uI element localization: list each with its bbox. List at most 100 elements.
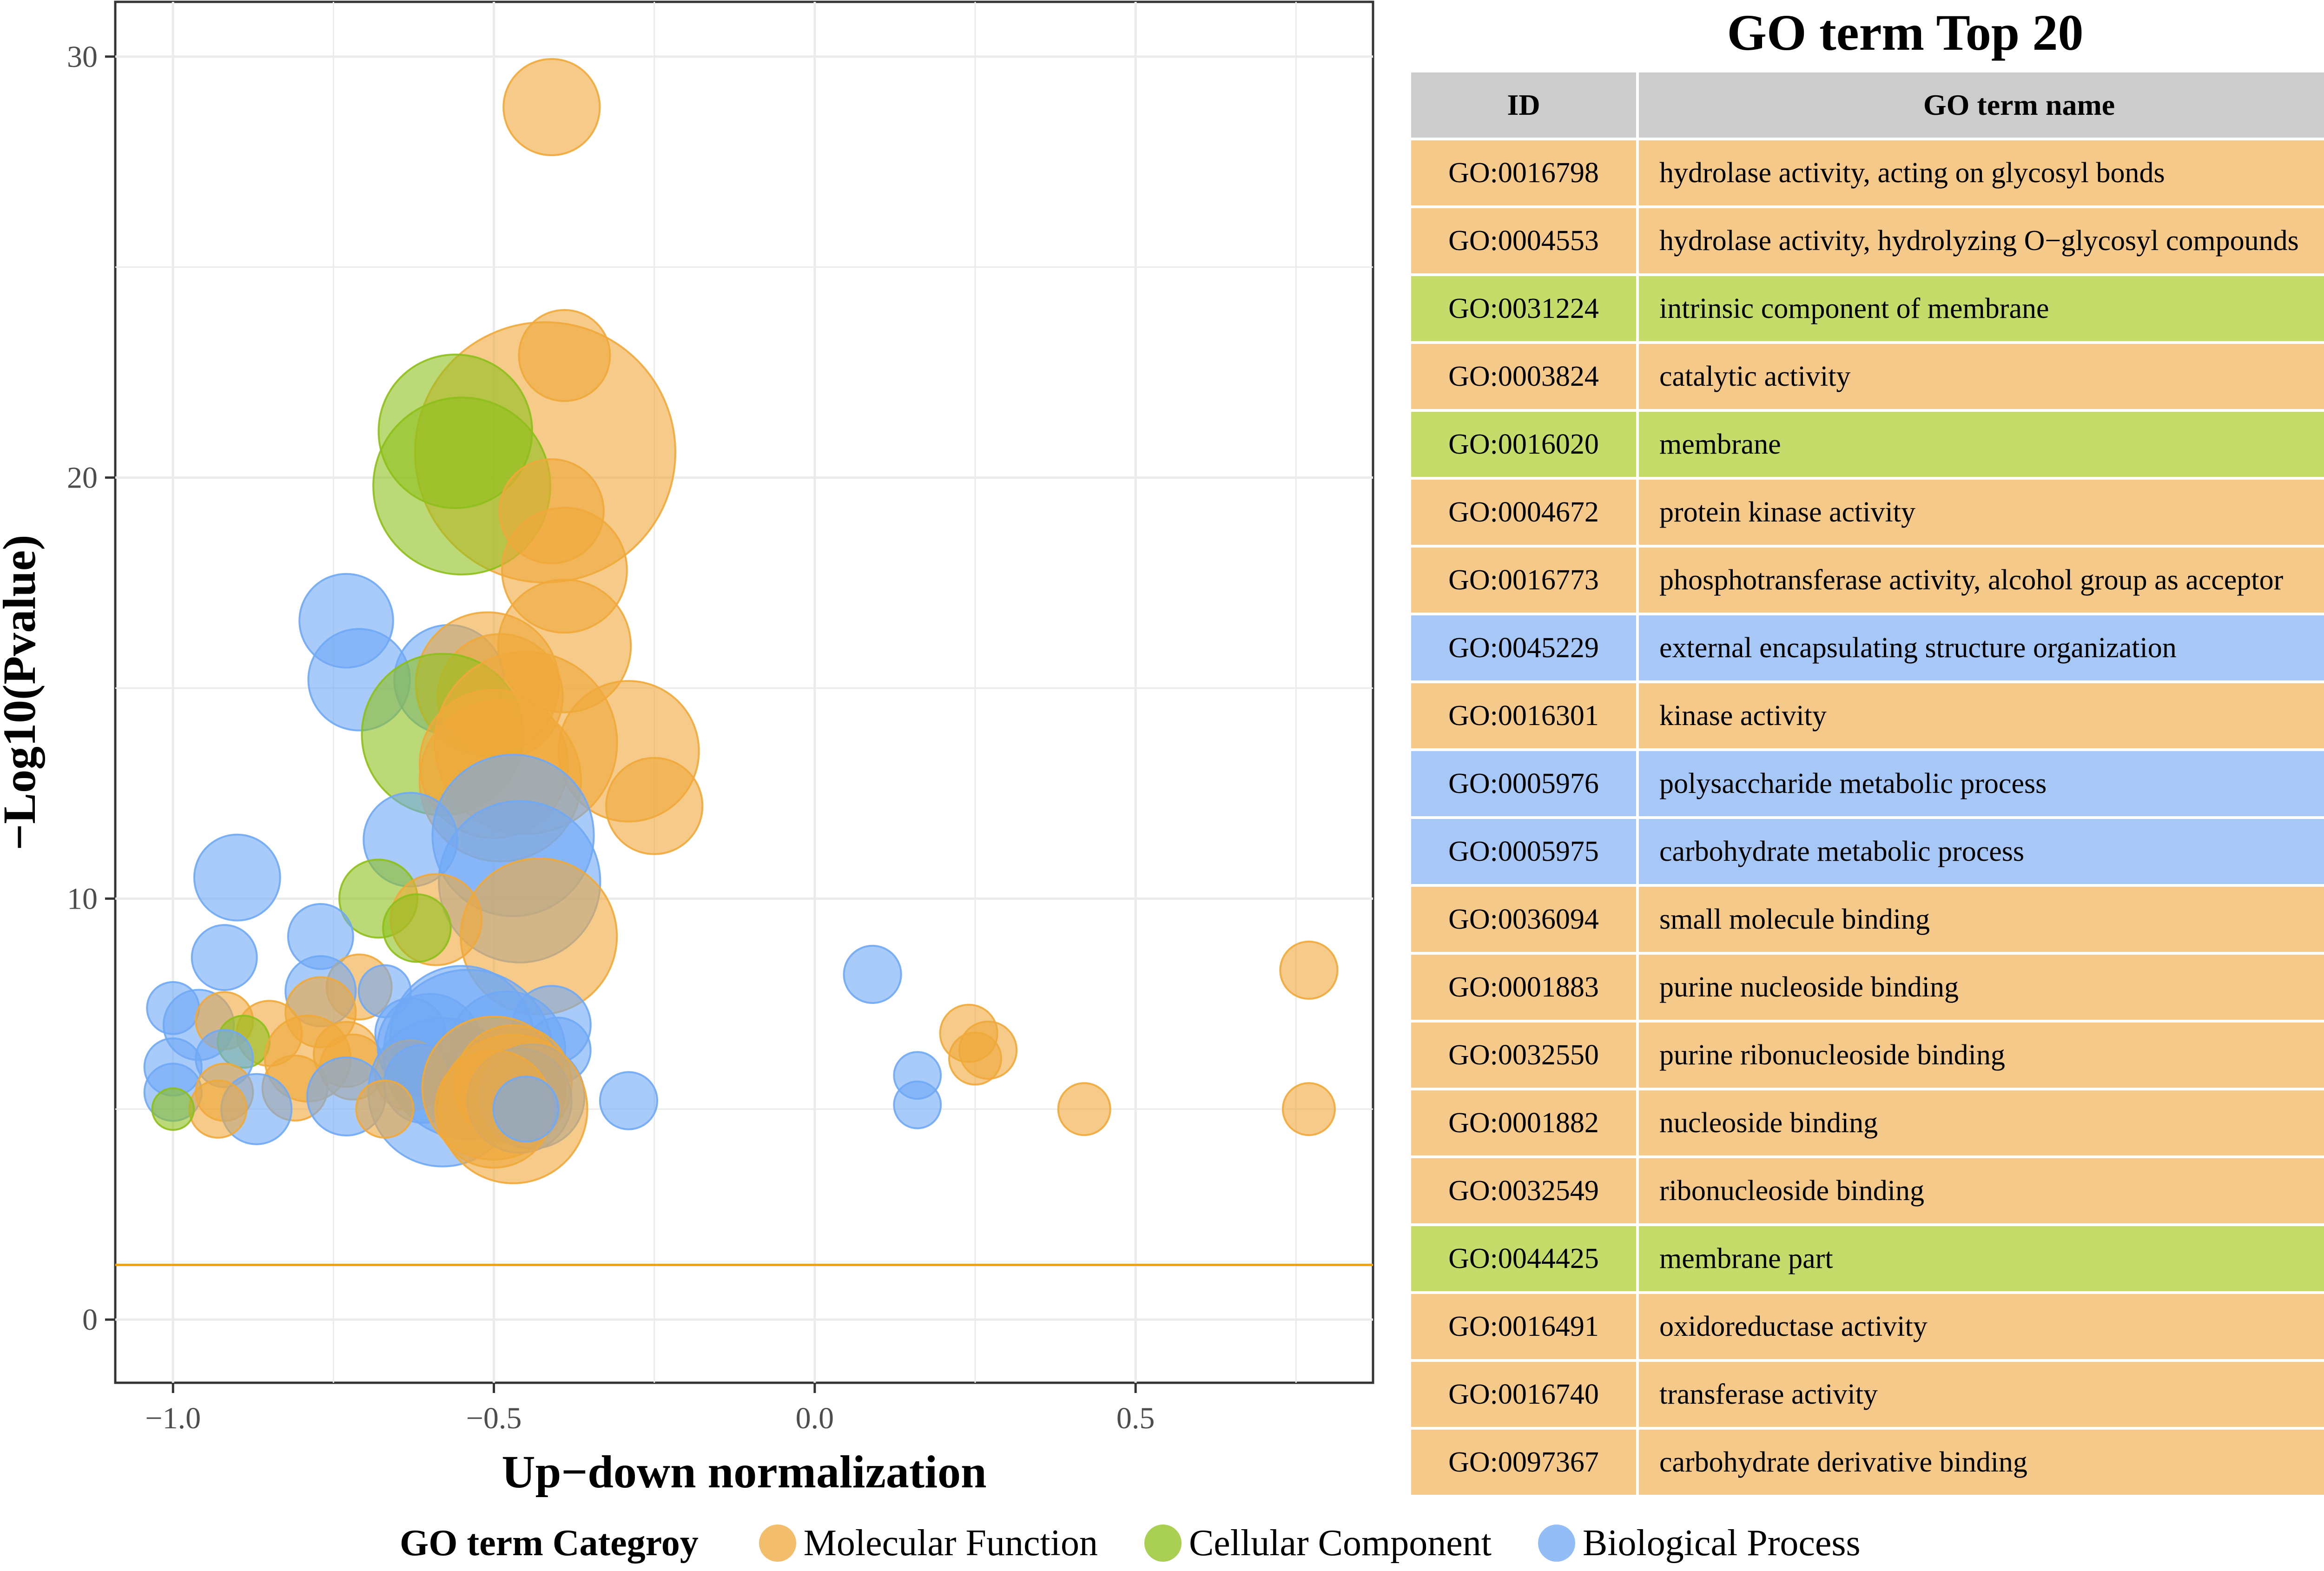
go-term-table: ID GO term name GO:0016798 hydrolase acti… (1408, 70, 2324, 1498)
go-table-title: GO term Top 20 (1727, 4, 2084, 61)
go-term-name-cell: ribonucleoside binding (1636, 1155, 2324, 1226)
legend-key-icon (759, 1525, 796, 1562)
table-row: GO:0044425 membrane part (1408, 1223, 2324, 1294)
legend-key-icon (1144, 1525, 1182, 1562)
go-term-name-cell: nucleoside binding (1636, 1088, 2324, 1158)
go-id-cell: GO:0001882 (1408, 1088, 1639, 1158)
y-tick-label: 30 (67, 40, 98, 74)
table-row: GO:0016798 hydrolase activity, acting on … (1408, 138, 2324, 208)
bubble-point (605, 757, 704, 855)
table-row: GO:0016491 oxidoreductase activity (1408, 1291, 2324, 1362)
go-id-cell: GO:0003824 (1408, 341, 1639, 412)
go-term-name-cell: purine ribonucleoside binding (1636, 1020, 2324, 1090)
plot-panel (114, 0, 1374, 1384)
table-row: GO:0004672 protein kinase activity (1408, 477, 2324, 548)
bubble-point (843, 944, 902, 1004)
axes: −1.0 −0.5 0.0 0.5 0 10 20 30 (67, 40, 1155, 1435)
go-id-cell: GO:0004553 (1408, 205, 1639, 276)
go-id-cell: GO:0045229 (1408, 613, 1639, 683)
table-row: GO:0036094 small molecule binding (1408, 884, 2324, 955)
y-axis-title: −Log10(Pvalue) (0, 535, 45, 850)
go-id-cell: GO:0005976 (1408, 748, 1639, 819)
column-header-name: GO term name (1636, 70, 2324, 140)
x-tick-label: 0.5 (1116, 1401, 1155, 1435)
bubble-point (151, 1087, 195, 1131)
go-term-name-cell: carbohydrate metabolic process (1636, 816, 2324, 887)
go-term-name-cell: small molecule binding (1636, 884, 2324, 955)
bubble-point (599, 1071, 659, 1130)
go-id-cell: GO:0036094 (1408, 884, 1639, 955)
go-term-name-cell: oxidoreductase activity (1636, 1291, 2324, 1362)
go-term-name-cell: purine nucleoside binding (1636, 952, 2324, 1023)
go-id-cell: GO:0032549 (1408, 1155, 1639, 1226)
y-tick-label: 0 (82, 1303, 98, 1337)
legend-label: Biological Process (1582, 1522, 1861, 1564)
bubble-point (502, 58, 601, 157)
go-id-cell: GO:0016491 (1408, 1291, 1639, 1362)
bubble-point (492, 1076, 560, 1143)
go-term-name-cell: hydrolase activity, hydrolyzing O−glycos… (1636, 205, 2324, 276)
go-id-cell: GO:0016301 (1408, 680, 1639, 751)
bubble-point (1281, 1082, 1336, 1136)
legend-title: GO term Categroy (400, 1522, 699, 1564)
bubble-point (355, 1079, 415, 1139)
go-term-name-cell: transferase activity (1636, 1359, 2324, 1430)
table-row: GO:0004553 hydrolase activity, hydrolyzin… (1408, 205, 2324, 276)
table-row: GO:0016301 kinase activity (1408, 680, 2324, 751)
bubble-chart: −1.0 −0.5 0.0 0.5 0 10 20 30 Up−down normalizat… (0, 0, 1374, 1498)
go-term-name-cell: polysaccharide metabolic process (1636, 748, 2324, 819)
legend-item: Molecular Function (759, 1522, 1098, 1564)
bubble-point (188, 1079, 248, 1139)
bubble-point (948, 1031, 1003, 1086)
legend-items: Molecular Function Cellular Component Biol… (759, 1522, 1907, 1564)
go-term-name-cell: external encapsulating structure organiz… (1636, 613, 2324, 683)
table-row: GO:0003824 catalytic activity (1408, 341, 2324, 412)
bubble-point (1057, 1082, 1111, 1136)
table-row: GO:0001882 nucleoside binding (1408, 1088, 2324, 1158)
x-tick-label: 0.0 (796, 1401, 834, 1435)
bubble-point (193, 833, 281, 922)
go-id-cell: GO:0032550 (1408, 1020, 1639, 1090)
go-term-name-cell: protein kinase activity (1636, 477, 2324, 548)
table-row: GO:0032549 ribonucleoside binding (1408, 1155, 2324, 1226)
table-header-row: ID GO term name (1408, 70, 2324, 140)
x-tick-label: −0.5 (466, 1401, 522, 1435)
table-row: GO:0045229 external encapsulating structu… (1408, 613, 2324, 683)
table-row: GO:0001883 purine nucleoside binding (1408, 952, 2324, 1023)
table-row: GO:0016740 transferase activity (1408, 1359, 2324, 1430)
y-tick-label: 20 (67, 461, 98, 495)
bubble-point (191, 924, 258, 991)
category-legend: GO term Categroy Molecular Function Cellu… (400, 1515, 1907, 1571)
table-row: GO:0016773 phosphotransferase activity, a… (1408, 545, 2324, 615)
legend-label: Cellular Component (1188, 1522, 1492, 1564)
table-row: GO:0005975 carbohydrate metabolic process (1408, 816, 2324, 887)
go-id-cell: GO:0016740 (1408, 1359, 1639, 1430)
x-tick-label: −1.0 (145, 1401, 201, 1435)
go-term-name-cell: membrane part (1636, 1223, 2324, 1294)
legend-label: Molecular Function (803, 1522, 1098, 1564)
go-id-cell: GO:0016798 (1408, 138, 1639, 208)
go-id-cell: GO:0097367 (1408, 1427, 1639, 1498)
go-term-name-cell: phosphotransferase activity, alcohol gro… (1636, 545, 2324, 615)
table-row: GO:0016020 membrane (1408, 409, 2324, 480)
legend-item: Cellular Component (1144, 1522, 1492, 1564)
table-row: GO:0097367 carbohydrate derivative bindin… (1408, 1427, 2324, 1498)
go-id-cell: GO:0044425 (1408, 1223, 1639, 1294)
go-term-name-cell: kinase activity (1636, 680, 2324, 751)
go-id-cell: GO:0016773 (1408, 545, 1639, 615)
bubble-point (382, 893, 452, 963)
go-term-name-cell: intrinsic component of membrane (1636, 273, 2324, 344)
go-term-name-cell: catalytic activity (1636, 341, 2324, 412)
go-id-cell: GO:0004672 (1408, 477, 1639, 548)
bubble-point (1279, 940, 1339, 1000)
bubble-points (143, 58, 1339, 1184)
go-id-cell: GO:0016020 (1408, 409, 1639, 480)
table-row: GO:0031224 intrinsic component of membran… (1408, 273, 2324, 344)
go-term-name-cell: hydrolase activity, acting on glycosyl b… (1636, 138, 2324, 208)
legend-key-icon (1538, 1525, 1575, 1562)
bubble-point (893, 1080, 942, 1129)
go-term-name-cell: carbohydrate derivative binding (1636, 1427, 2324, 1498)
x-axis-title: Up−down normalization (502, 1446, 986, 1498)
table-row: GO:0005976 polysaccharide metabolic proce… (1408, 748, 2324, 819)
go-id-cell: GO:0005975 (1408, 816, 1639, 887)
